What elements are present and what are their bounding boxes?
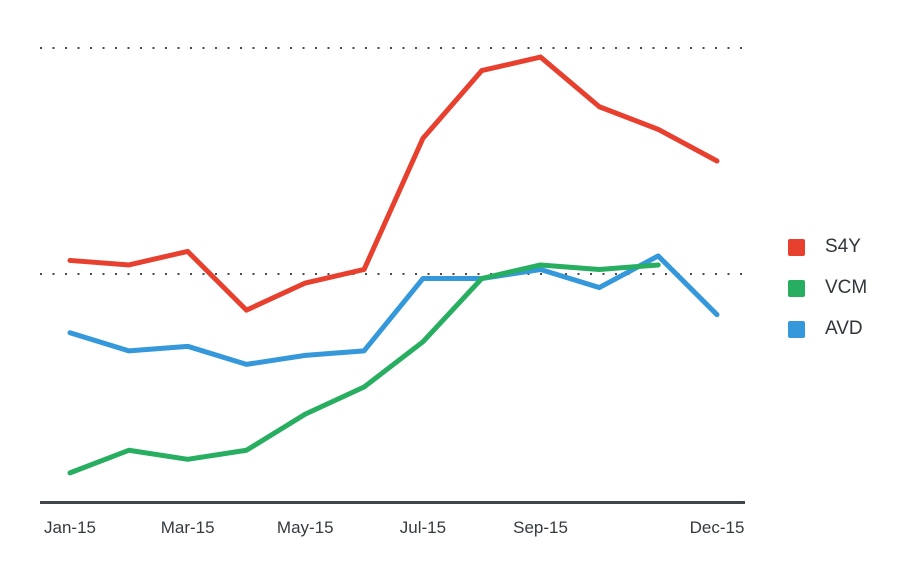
x-tick-label-Dec-15: Dec-15	[690, 518, 745, 537]
x-tick-label-Mar-15: Mar-15	[161, 518, 215, 537]
x-tick-label-Jan-15: Jan-15	[44, 518, 96, 537]
legend-item-avd[interactable]: AVD	[788, 318, 867, 339]
legend-label-s4y: S4Y	[825, 236, 861, 257]
series-line-vcm	[67, 262, 661, 476]
legend-label-avd: AVD	[825, 318, 863, 339]
x-tick-label-May-15: May-15	[277, 518, 334, 537]
legend: S4Y VCM AVD	[788, 236, 868, 361]
x-tick-label-Jul-15: Jul-15	[400, 518, 446, 537]
legend-label-vcm: VCM	[825, 277, 868, 298]
x-tick-label-Sep-15: Sep-15	[513, 518, 568, 537]
legend-swatch-s4y	[788, 238, 805, 256]
legend-swatch-vcm	[788, 279, 805, 297]
legend-swatch-avd	[788, 320, 805, 338]
series-line-avd	[67, 253, 720, 367]
legend-item-s4y[interactable]: S4Y	[788, 236, 867, 257]
legend-item-vcm[interactable]: VCM	[788, 277, 868, 298]
series-line-s4y	[67, 54, 720, 313]
